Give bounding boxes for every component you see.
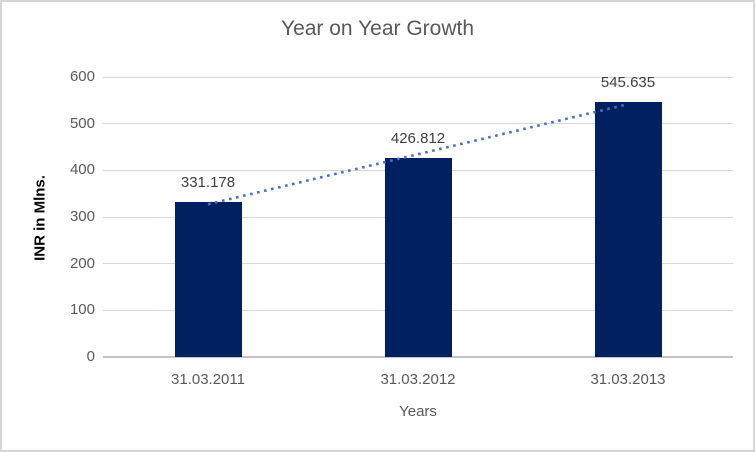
- bar-data-label: 545.635: [600, 74, 656, 92]
- y-tick-label: 200: [69, 254, 95, 272]
- y-tick-label: 300: [69, 208, 95, 225]
- trendline-path: [207, 102, 629, 206]
- bar-data-label: 426.812: [390, 129, 446, 147]
- x-tick-label: 31.03.2013: [590, 371, 666, 388]
- gridline: [103, 123, 733, 125]
- bar: [174, 202, 242, 357]
- gridline: [103, 76, 733, 78]
- y-tick-label: 0: [86, 348, 95, 365]
- x-tick-label: 31.03.2012: [380, 371, 456, 388]
- trendline: [207, 102, 629, 206]
- y-tick-label: 600: [69, 68, 95, 85]
- x-axis-line: [103, 356, 733, 358]
- x-axis-title: Years: [399, 403, 437, 420]
- y-tick-label: 100: [69, 301, 95, 319]
- bar-data-label: 331.178: [180, 174, 236, 192]
- chart-title: Year on Year Growth: [280, 17, 475, 40]
- plot-area: 331.178 426.812 545.635: [103, 74, 733, 358]
- y-tick-label: 400: [69, 161, 95, 179]
- bar: [594, 102, 662, 357]
- y-tick-label: 500: [69, 114, 95, 132]
- x-tick-label: 31.03.2011: [171, 371, 245, 388]
- bar: [384, 157, 452, 357]
